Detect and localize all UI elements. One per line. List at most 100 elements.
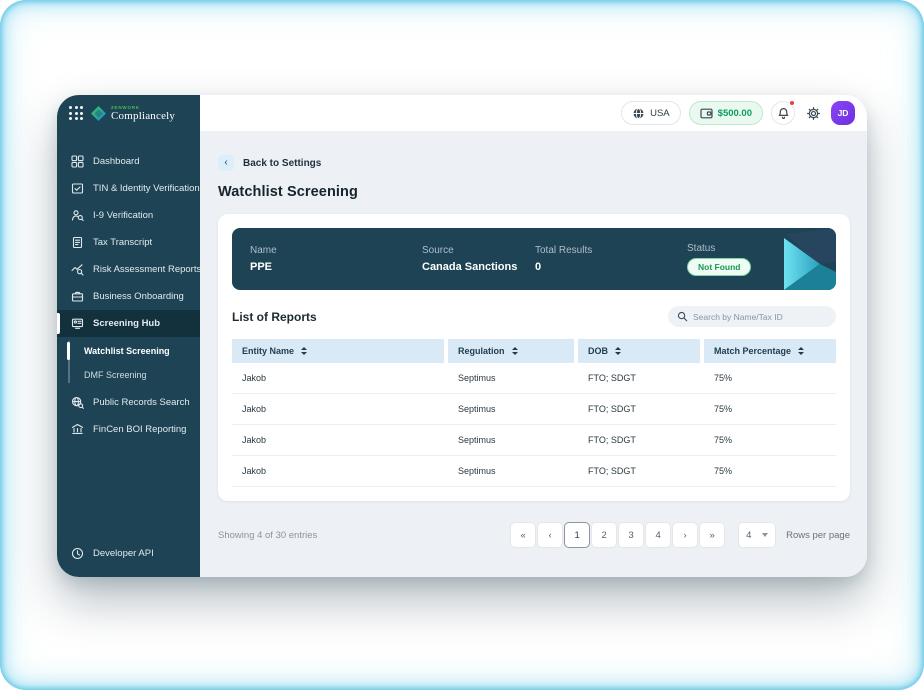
summary-field-source: Source Canada Sanctions	[422, 245, 535, 273]
wallet-icon	[700, 108, 713, 118]
sort-icon[interactable]	[511, 347, 518, 355]
balance-amount: $500.00	[717, 107, 752, 119]
sidebar-item-fincen-boi-reporting[interactable]: FinCen BOI Reporting	[57, 416, 200, 443]
sort-icon[interactable]	[615, 347, 621, 355]
sidebar-item-label: TIN & Identity Verification	[93, 183, 200, 194]
sidebar-item-tax-transcript[interactable]: Tax Transcript	[57, 229, 200, 256]
table-header-row: Entity Name Regulation DOB Match Percent…	[232, 339, 836, 363]
country-selector[interactable]: USA	[621, 101, 681, 125]
cell-regulation: Septimus	[458, 435, 496, 445]
table-row[interactable]: Jakob Septimus FTO; SDGT 75%	[232, 394, 836, 425]
column-header-match-percentage[interactable]: Match Percentage	[704, 339, 836, 363]
back-label[interactable]: Back to Settings	[243, 157, 322, 169]
sidebar-subitem-dmf-screening[interactable]: DMF Screening	[57, 363, 200, 387]
reports-card: Name PPE Source Canada Sanctions Total R…	[218, 214, 850, 501]
sidebar-subitem-watchlist-screening[interactable]: Watchlist Screening	[57, 339, 200, 363]
sidebar-item-public-records-search[interactable]: Public Records Search	[57, 389, 200, 416]
settings-button[interactable]	[803, 103, 823, 123]
search-box[interactable]	[668, 306, 836, 327]
brand-company: ZENWORK	[111, 104, 140, 110]
notification-dot	[789, 100, 795, 106]
screening-hub-subnav: Watchlist Screening DMF Screening	[57, 337, 200, 389]
sidebar-item-dashboard[interactable]: Dashboard	[57, 148, 200, 175]
cell-regulation: Septimus	[458, 466, 496, 476]
page-button-4[interactable]: 4	[645, 522, 672, 548]
main-panel: USA $500.00	[200, 95, 867, 577]
sidebar-item-tin-identity-verification[interactable]: TIN & Identity Verification	[57, 175, 200, 202]
next-page-button[interactable]: ›	[672, 522, 699, 548]
summary-field-name: Name PPE	[232, 245, 422, 273]
person-search-icon	[71, 210, 84, 222]
decorative-logo-art	[784, 228, 836, 290]
table-row[interactable]: Jakob Septimus FTO; SDGT 75%	[232, 425, 836, 456]
document-check-icon	[71, 183, 84, 194]
previous-page-button[interactable]: ‹	[537, 522, 564, 548]
back-button[interactable]: ‹	[218, 155, 234, 171]
sidebar-item-i9-verification[interactable]: I-9 Verification	[57, 202, 200, 229]
page-button-2[interactable]: 2	[591, 522, 618, 548]
rows-per-page-value: 4	[746, 529, 752, 541]
chevron-left-icon: ‹	[224, 156, 228, 168]
sidebar-item-label: FinCen BOI Reporting	[93, 424, 187, 435]
pagination-bar: Showing 4 of 30 entries « ‹ 1 2 3 4 › » …	[218, 522, 850, 548]
pager: « ‹ 1 2 3 4 › »	[510, 522, 726, 548]
active-indicator	[57, 313, 60, 334]
globe-icon	[633, 107, 644, 119]
table-row[interactable]: Jakob Septimus FTO; SDGT 75%	[232, 456, 836, 487]
chart-search-icon	[71, 264, 84, 276]
app-grid-icon[interactable]	[69, 106, 83, 120]
sidebar-item-screening-hub[interactable]: Screening Hub	[57, 310, 200, 337]
first-page-button[interactable]: «	[510, 522, 537, 548]
sidebar-nav: Dashboard TIN & Identity Verification I-…	[57, 148, 200, 443]
cell-entity-name: Jakob	[242, 373, 267, 383]
last-page-button[interactable]: »	[699, 522, 726, 548]
search-input[interactable]	[693, 311, 827, 322]
reports-header: List of Reports	[232, 306, 836, 327]
sidebar-item-label: Developer API	[93, 548, 154, 559]
page-content: ‹ Back to Settings Watchlist Screening N…	[200, 131, 867, 577]
cell-regulation: Septimus	[458, 404, 496, 414]
field-value: PPE	[250, 261, 273, 273]
sidebar-item-label: Risk Assessment Reports	[93, 264, 200, 275]
field-label: Status	[687, 242, 716, 254]
field-label: Name	[250, 245, 277, 256]
brand-product: Compliancely	[111, 109, 176, 122]
cell-regulation: Septimus	[458, 373, 496, 383]
sidebar-footer: Developer API	[57, 547, 200, 577]
page-button-3[interactable]: 3	[618, 522, 645, 548]
status-badge: Not Found	[687, 257, 752, 276]
sidebar-item-risk-assessment-reports[interactable]: Risk Assessment Reports	[57, 256, 200, 283]
sidebar-item-label: Business Onboarding	[93, 291, 184, 302]
sidebar-item-developer-api[interactable]: Developer API	[71, 547, 200, 560]
user-avatar[interactable]: JD	[831, 101, 855, 125]
dashboard-icon	[71, 155, 84, 168]
cell-match-percentage: 75%	[714, 466, 733, 476]
sort-icon[interactable]	[301, 347, 308, 355]
rows-per-page-select[interactable]: 4	[738, 522, 777, 548]
active-sub-indicator	[67, 342, 70, 360]
brand-logo: ZENWORK Compliancely	[91, 105, 175, 122]
cell-entity-name: Jakob	[242, 404, 267, 414]
avatar-initials: JD	[837, 108, 849, 118]
column-label: Entity Name	[242, 346, 295, 356]
cell-match-percentage: 75%	[714, 373, 733, 383]
sidebar-item-label: Screening Hub	[93, 318, 161, 329]
briefcase-icon	[71, 291, 84, 302]
sort-icon[interactable]	[798, 347, 805, 355]
screening-hub-icon	[71, 318, 84, 329]
document-icon	[72, 236, 83, 249]
globe-search-icon	[71, 396, 84, 409]
column-header-dob[interactable]: DOB	[578, 339, 700, 363]
chevron-down-icon	[762, 533, 769, 537]
sidebar-item-business-onboarding[interactable]: Business Onboarding	[57, 283, 200, 310]
wallet-balance[interactable]: $500.00	[688, 101, 763, 125]
column-header-regulation[interactable]: Regulation	[448, 339, 574, 363]
notifications-button[interactable]	[771, 100, 795, 125]
subnav-tree-line	[68, 341, 70, 383]
table-row[interactable]: Jakob Septimus FTO; SDGT 75%	[232, 363, 836, 394]
rows-per-page-label: Rows per page	[786, 529, 850, 541]
page-button-1[interactable]: 1	[564, 522, 591, 548]
sidebar-item-label: Tax Transcript	[93, 237, 153, 248]
country-label: USA	[650, 107, 670, 119]
column-header-entity-name[interactable]: Entity Name	[232, 339, 444, 363]
